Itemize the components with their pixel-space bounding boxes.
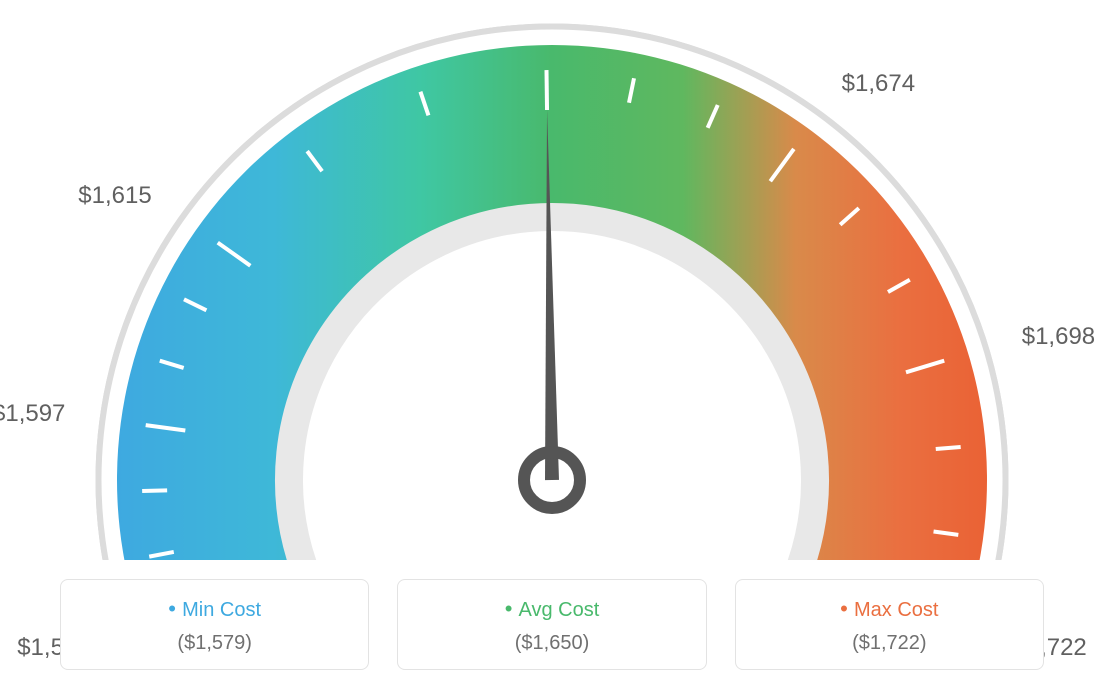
legend-card-max: Max Cost ($1,722) [735, 579, 1044, 670]
legend-value-min: ($1,579) [73, 632, 356, 655]
gauge-area: $1,579$1,597$1,615$1,650$1,674$1,698$1,7… [0, 0, 1104, 560]
legend-title-avg: Avg Cost [410, 596, 693, 622]
gauge-chart-container: $1,579$1,597$1,615$1,650$1,674$1,698$1,7… [0, 0, 1104, 690]
legend-card-min: Min Cost ($1,579) [60, 579, 369, 670]
legend-card-avg: Avg Cost ($1,650) [397, 579, 706, 670]
legend-value-avg: ($1,650) [410, 632, 693, 655]
gauge-tick-label: $1,674 [842, 70, 915, 98]
gauge-tick-label: $1,698 [1022, 323, 1095, 351]
gauge-svg [0, 0, 1104, 560]
gauge-tick-label: $1,597 [0, 400, 65, 428]
gauge-tick-label: $1,615 [78, 182, 151, 210]
legend-title-max: Max Cost [748, 596, 1031, 622]
legend-value-max: ($1,722) [748, 632, 1031, 655]
legend-row: Min Cost ($1,579) Avg Cost ($1,650) Max … [60, 579, 1044, 670]
legend-title-min: Min Cost [73, 596, 356, 622]
